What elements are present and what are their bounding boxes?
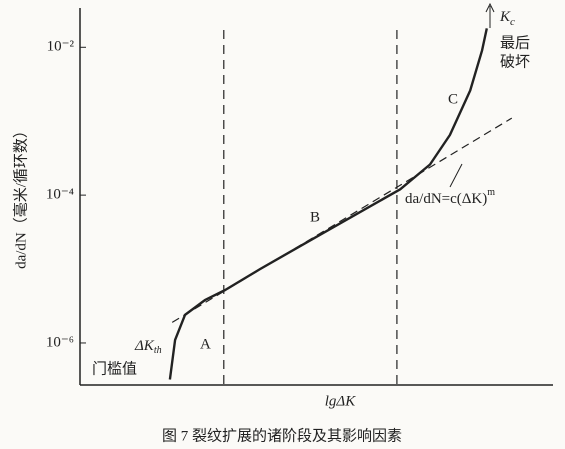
region-label: A [200, 336, 211, 352]
y-tick-label: 10⁻⁴ [46, 187, 74, 203]
threshold-subscript: th [154, 345, 162, 356]
kc-subscript: c [510, 16, 515, 28]
y-tick-label: 10⁻⁶ [46, 334, 74, 350]
kc-arrowhead [485, 2, 495, 13]
x-axis-label: lgΔK [325, 393, 356, 409]
final-failure: 破坏 [500, 53, 530, 70]
equation-exponent: m [487, 187, 495, 198]
region-label: B [310, 209, 320, 225]
y-tick-label: 10⁻² [47, 39, 75, 55]
equation-body: da/dN=c(ΔK) [405, 191, 487, 207]
kc-label: Kc [499, 9, 515, 27]
kc-symbol: K [499, 9, 511, 25]
threshold-label: ΔKth [134, 338, 162, 356]
threshold-symbol: ΔK [134, 338, 155, 354]
caption: 图 7 裂纹扩展的诸阶段及其影响因素 [162, 427, 402, 444]
region-label: C [448, 91, 458, 107]
final-failure: 最后 [500, 34, 530, 51]
equation: da/dN=c(ΔK)m [405, 187, 495, 207]
threshold-text: 门槛值 [92, 360, 137, 377]
series-line [171, 117, 513, 323]
equation-leader [449, 163, 463, 188]
y-axis-label: da/dN（毫米/循环数） [11, 123, 29, 269]
